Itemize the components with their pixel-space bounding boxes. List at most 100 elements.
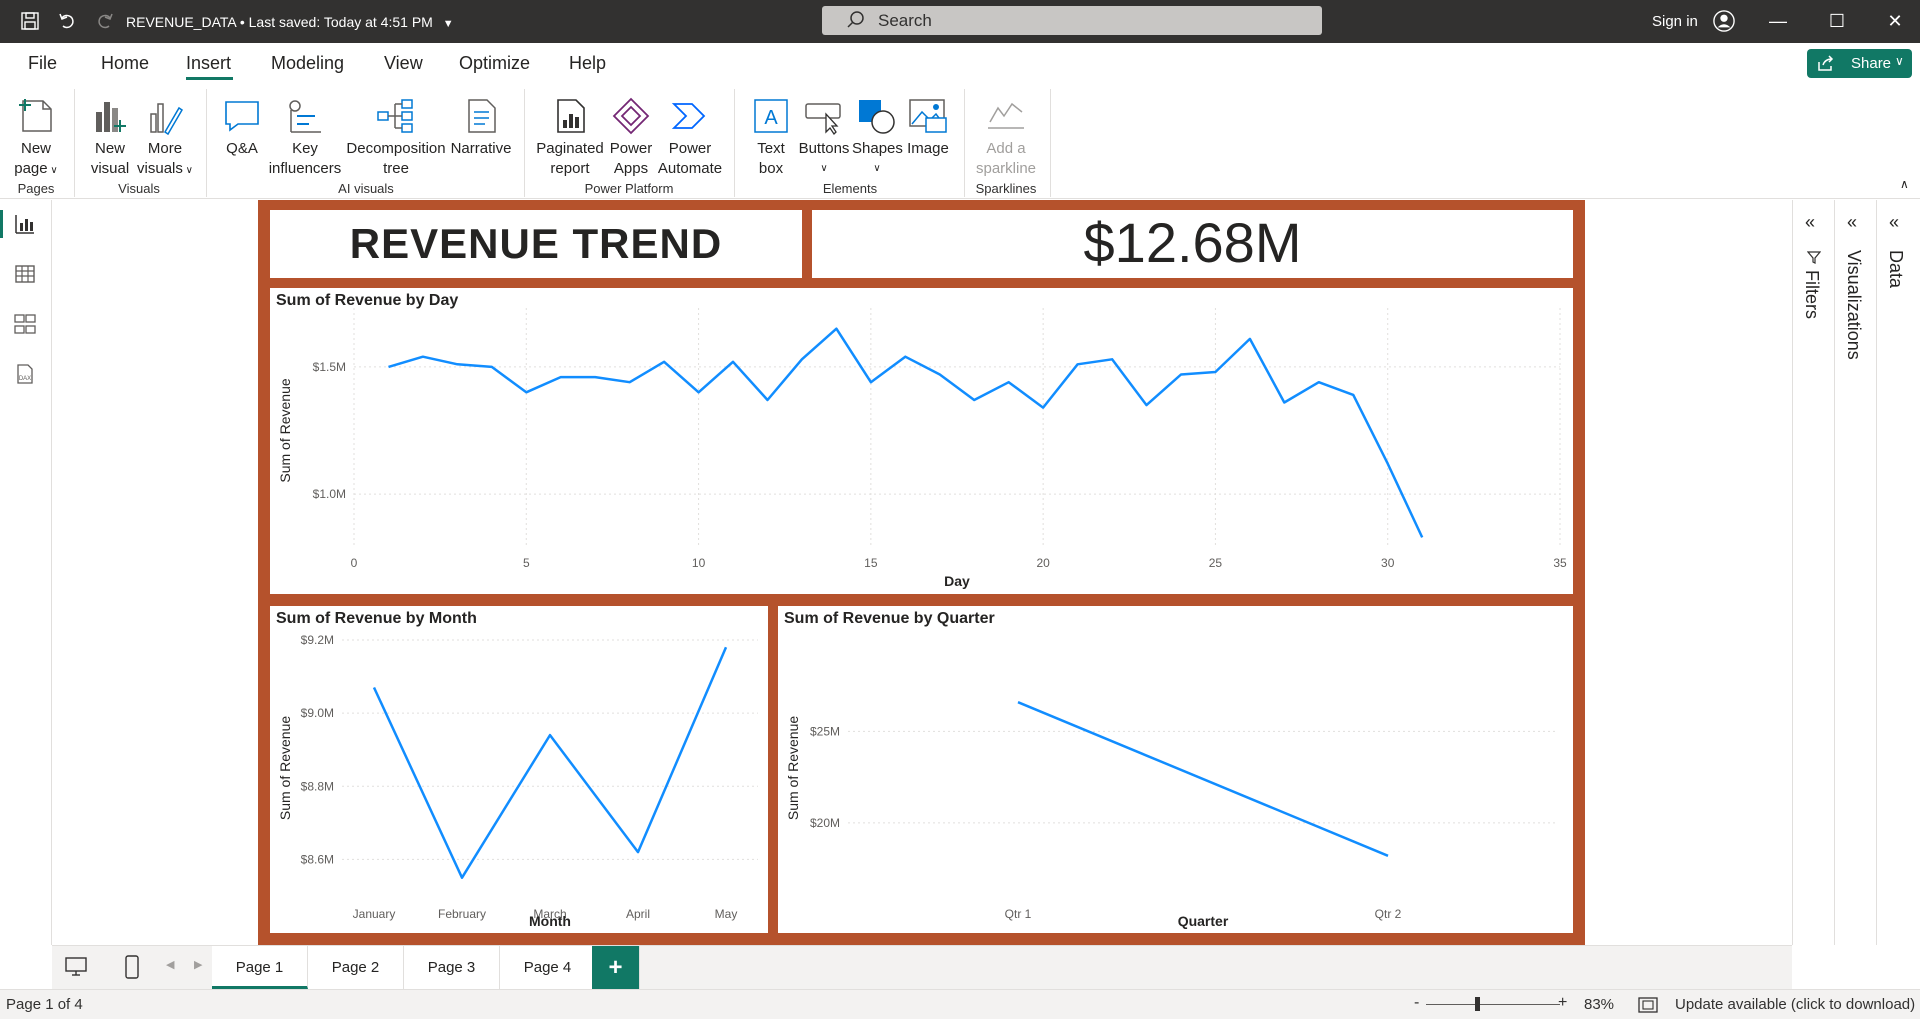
menu-help[interactable]: Help — [569, 53, 607, 73]
desktop-layout-icon[interactable] — [64, 956, 88, 981]
key-influencers-icon — [268, 93, 342, 139]
narrative-button[interactable]: Narrative — [448, 93, 514, 159]
table-view-icon[interactable] — [12, 261, 38, 287]
save-icon[interactable] — [19, 10, 41, 32]
more-visuals-button[interactable]: More visuals ∨ — [136, 93, 194, 181]
page-indicator: Page 1 of 4 — [6, 996, 83, 1013]
add-sparkline-label-1: Add a — [986, 140, 1026, 157]
next-page-icon[interactable]: ▶ — [194, 959, 203, 971]
status-bar: Page 1 of 4 - + 83% Update available (cl… — [0, 989, 1920, 1019]
power-automate-button[interactable]: Power Automate — [656, 93, 724, 179]
document-title-text: REVENUE_DATA • Last saved: Today at 4:51… — [126, 14, 433, 30]
paginated-report-label-1: Paginated — [536, 140, 604, 157]
zoom-out-button[interactable]: - — [1414, 994, 1420, 1011]
zoom-slider-track[interactable] — [1426, 1004, 1560, 1005]
fit-to-page-icon[interactable] — [1638, 997, 1658, 1017]
expand-visualizations-icon[interactable]: « — [1847, 212, 1858, 232]
image-button[interactable]: Image — [902, 93, 954, 159]
key-influencers-button[interactable]: Key influencers — [268, 93, 342, 179]
group-pages-label: Pages — [17, 181, 55, 196]
menu-file[interactable]: File — [28, 53, 58, 73]
previous-page-icon[interactable]: ◀ — [166, 959, 175, 971]
y-tick-label: $1.5M — [313, 360, 346, 374]
group-elements-label: Elements — [822, 181, 878, 196]
menu-home[interactable]: Home — [101, 53, 150, 73]
zoom-in-button[interactable]: + — [1558, 994, 1568, 1011]
maximize-icon[interactable]: ☐ — [1828, 11, 1846, 31]
revenue-by-month-chart[interactable]: Sum of Revenue by Month January February M… — [270, 606, 768, 933]
model-view-icon[interactable] — [12, 311, 38, 337]
revenue-by-quarter-chart[interactable]: Sum of Revenue by Quarter Qtr 1 Qtr 2 $20M… — [778, 606, 1573, 933]
title-card[interactable]: REVENUE TREND — [270, 210, 802, 278]
new-page-label-2: page ∨ — [14, 160, 58, 177]
y-axis-label: Sum of Revenue — [277, 716, 293, 820]
more-visuals-label-2-text: visuals — [137, 160, 183, 177]
account-icon[interactable] — [1713, 10, 1735, 32]
revenue-by-day-chart[interactable]: Sum of Revenue by Day 0 5 10 15 20 25 30 35 $1.0… — [270, 288, 1573, 594]
new-visual-button[interactable]: New visual — [84, 93, 136, 179]
kpi-card[interactable]: $12.68M — [812, 210, 1573, 278]
narrative-icon — [448, 93, 514, 139]
menu-optimize[interactable]: Optimize — [459, 53, 531, 73]
ribbon-separator — [964, 89, 965, 197]
key-influencers-label-1: Key — [292, 140, 318, 157]
menu-modeling[interactable]: Modeling — [271, 53, 345, 73]
power-apps-button[interactable]: Power Apps — [606, 93, 656, 179]
y-tick-label: $9.2M — [301, 633, 334, 647]
x-tick-label: Qtr 2 — [1375, 907, 1402, 921]
undo-icon[interactable] — [56, 10, 78, 32]
close-icon[interactable]: ✕ — [1887, 11, 1903, 31]
page-tab-2[interactable]: Page 2 — [308, 946, 404, 989]
qa-button[interactable]: Q&A — [218, 93, 266, 159]
search-placeholder: Search — [878, 11, 932, 30]
new-page-button[interactable]: New page ∨ — [10, 93, 62, 181]
share-icon — [1817, 54, 1835, 76]
power-apps-label-2: Apps — [613, 160, 649, 177]
ribbon-separator — [524, 89, 525, 197]
page-tab-1[interactable]: Page 1 — [212, 946, 308, 989]
ribbon-separator — [1050, 89, 1051, 197]
filter-icon — [1806, 250, 1822, 267]
buttons-button[interactable]: Buttons ∨ — [796, 93, 852, 179]
expand-filters-icon[interactable]: « — [1805, 212, 1816, 232]
kpi-value: $12.68M — [1083, 211, 1302, 274]
expand-data-icon[interactable]: « — [1889, 212, 1900, 232]
search-box[interactable]: Search — [822, 6, 1322, 35]
y-axis-label: Sum of Revenue — [785, 716, 801, 820]
menu-view[interactable]: View — [384, 53, 423, 73]
dax-query-view-icon[interactable]: DAX — [12, 361, 38, 387]
chevron-down-icon[interactable]: ▼ — [442, 18, 454, 30]
add-sparkline-button[interactable]: Add a sparkline — [972, 93, 1040, 179]
decomposition-tree-label-2: tree — [383, 160, 409, 177]
page-tab-3[interactable]: Page 3 — [404, 946, 500, 989]
ribbon-separator — [74, 89, 75, 197]
decomposition-tree-button[interactable]: Decomposition tree — [346, 93, 446, 179]
sign-in-button[interactable]: Sign in — [1652, 13, 1698, 30]
image-label: Image — [907, 140, 949, 157]
update-notice[interactable]: Update available (click to download) — [1675, 996, 1916, 1013]
page-tab-4[interactable]: Page 4 — [500, 946, 596, 989]
text-box-button[interactable]: A Text box — [746, 93, 796, 179]
mobile-layout-icon[interactable] — [124, 955, 140, 982]
paginated-report-label-2: report — [550, 160, 590, 177]
collapse-ribbon-icon[interactable]: ∧ — [1900, 177, 1909, 191]
shapes-button[interactable]: Shapes ∨ — [852, 93, 903, 179]
data-pane[interactable]: « Data — [1876, 200, 1920, 945]
share-button[interactable]: Share ∨ — [1807, 49, 1912, 78]
filters-label: Filters — [1802, 270, 1822, 319]
redo-icon[interactable] — [94, 10, 116, 32]
visualizations-pane[interactable]: « Visualizations — [1834, 200, 1876, 945]
report-view-icon[interactable] — [12, 211, 38, 237]
menu-insert[interactable]: Insert — [186, 53, 232, 73]
buttons-label: Buttons — [798, 140, 850, 157]
zoom-level: 83% — [1584, 996, 1615, 1013]
minimize-icon[interactable]: — — [1769, 11, 1787, 31]
document-title[interactable]: REVENUE_DATA • Last saved: Today at 4:51… — [126, 14, 454, 30]
page-tabs-bar: ◀ ▶ Page 1 Page 2 Page 3 Page 4 + — [52, 945, 1792, 989]
filters-pane[interactable]: « Filters — [1792, 200, 1834, 945]
add-page-button[interactable]: + — [592, 946, 640, 989]
zoom-slider-thumb[interactable] — [1475, 997, 1480, 1011]
key-influencers-label-2: influencers — [268, 160, 342, 177]
paginated-report-button[interactable]: Paginated report — [534, 93, 606, 179]
qa-icon — [218, 93, 266, 139]
